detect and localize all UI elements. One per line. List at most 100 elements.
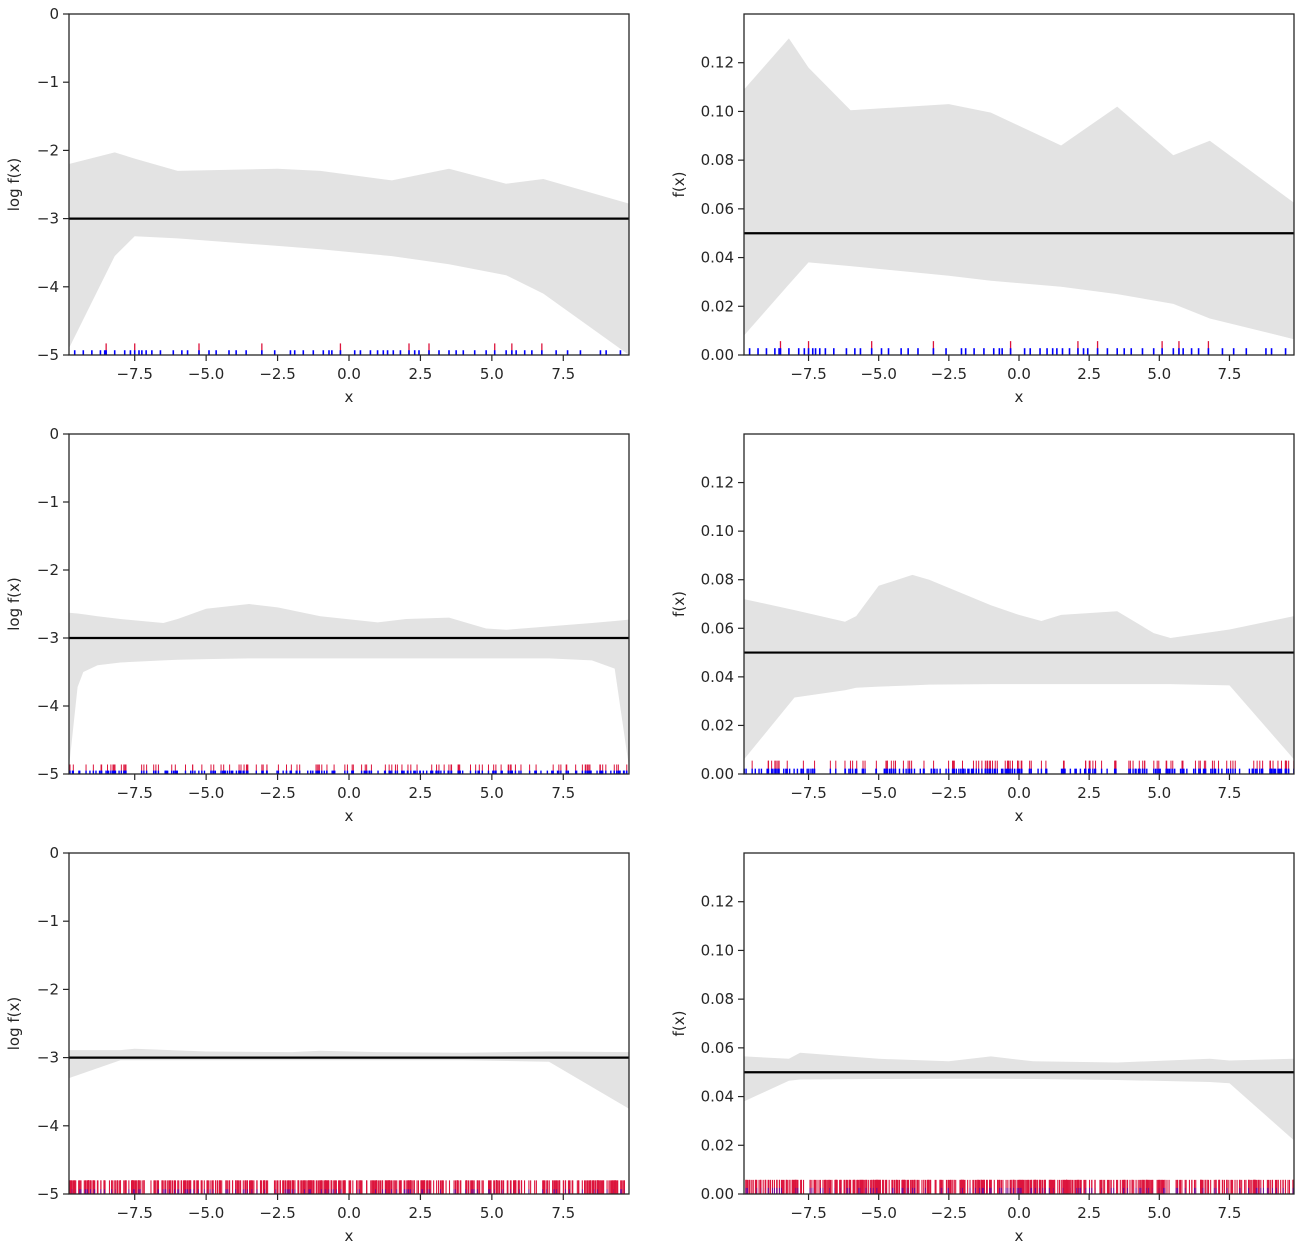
y-tick-label: 0.06	[701, 1039, 734, 1057]
y-tick-label: 0.06	[701, 619, 734, 637]
x-axis-label: x	[345, 388, 354, 406]
y-tick-label: 0.02	[701, 1136, 734, 1154]
chart-panel-row3-left: −7.5 −5.0 −2.5 0.0 2.5 5.0 7.5 0 −1 −2 −3 −4 −5 x log …	[5, 844, 630, 1243]
x-tick-label: 2.5	[1077, 784, 1101, 802]
x-tick-label: 5.0	[480, 365, 504, 383]
y-axis-label: log f(x)	[5, 997, 23, 1051]
axes-frame	[743, 852, 1295, 1195]
x-tick-label: −5.0	[188, 365, 224, 383]
y-axis-label: log f(x)	[5, 577, 23, 631]
x-tick-label: 7.5	[551, 784, 575, 802]
x-tick-label: −7.5	[116, 1204, 152, 1222]
x-tick-label: −2.5	[259, 365, 295, 383]
y-tick-label: −3	[37, 210, 59, 228]
x-tick-label: 5.0	[1147, 1204, 1171, 1222]
x-tick-label: 5.0	[1147, 784, 1171, 802]
rug-marks	[745, 1179, 1294, 1194]
y-tick-label: −5	[37, 765, 59, 783]
confidence-band	[744, 574, 1294, 760]
y-axis-label: f(x)	[670, 172, 688, 198]
x-axis-label: x	[345, 1227, 354, 1243]
x-tick-label: −2.5	[259, 1204, 295, 1222]
x-tick-label: 5.0	[1147, 365, 1171, 383]
x-tick-label: 7.5	[1218, 1204, 1242, 1222]
x-axis-label: x	[1015, 1227, 1024, 1243]
confidence-band	[744, 1052, 1294, 1141]
x-tick-label: 7.5	[1218, 784, 1242, 802]
x-axis-label: x	[1015, 807, 1024, 825]
y-tick-label: −5	[37, 1185, 59, 1203]
y-tick-label: 0.08	[701, 990, 734, 1008]
y-tick-label: 0.12	[701, 54, 734, 72]
confidence-band	[744, 38, 1294, 340]
x-tick-label: 0.0	[337, 784, 361, 802]
y-tick-label: −5	[37, 346, 59, 364]
x-tick-label: −5.0	[188, 784, 224, 802]
confidence-band	[69, 604, 629, 768]
axes-frame	[68, 852, 630, 1195]
y-tick-label: −1	[37, 493, 59, 511]
y-tick-label: −3	[37, 629, 59, 647]
y-tick-label: −4	[37, 278, 59, 296]
y-tick-label: 0	[49, 844, 59, 862]
y-tick-label: −1	[37, 912, 59, 930]
y-tick-label: 0.00	[701, 346, 734, 364]
y-tick-label: −2	[37, 980, 59, 998]
x-tick-label: 5.0	[480, 1204, 504, 1222]
x-tick-label: −7.5	[116, 784, 152, 802]
x-tick-label: −7.5	[790, 365, 826, 383]
chart-panel-row2-right: −7.5 −5.0 −2.5 0.0 2.5 5.0 7.5 0.00 0.02 0.04 0.06…	[670, 433, 1295, 825]
chart-panel-row2-left: −7.5 −5.0 −2.5 0.0 2.5 5.0 7.5 0 −1 −2 −3 −4 −5 x log …	[5, 425, 630, 825]
x-tick-label: 0.0	[337, 1204, 361, 1222]
y-tick-label: 0.10	[701, 522, 734, 540]
y-tick-label: 0	[49, 425, 59, 443]
y-tick-label: 0.10	[701, 941, 734, 959]
y-tick-label: −4	[37, 1117, 59, 1135]
y-tick-label: 0.04	[701, 668, 734, 686]
y-axis-label: f(x)	[670, 1011, 688, 1037]
x-tick-label: −5.0	[860, 365, 896, 383]
rug-marks	[73, 343, 622, 355]
y-tick-label: −2	[37, 561, 59, 579]
y-tick-label: 0	[49, 5, 59, 23]
y-tick-label: 0.10	[701, 102, 734, 120]
x-tick-label: −2.5	[931, 1204, 967, 1222]
chart-panel-row1-left: −7.5 −5.0 −2.5 0.0 2.5 5.0 7.5 0 −1 −2 −3 −4 −5 x log …	[5, 5, 630, 406]
y-axis-label: log f(x)	[5, 158, 23, 212]
y-tick-label: 0.02	[701, 716, 734, 734]
y-tick-label: 0.02	[701, 297, 734, 315]
rug-marks	[743, 760, 1295, 774]
x-tick-label: 7.5	[1218, 365, 1242, 383]
x-axis-label: x	[1015, 388, 1024, 406]
rug-marks	[68, 764, 628, 774]
x-axis-label: x	[345, 807, 354, 825]
y-tick-label: −2	[37, 141, 59, 159]
y-axis-label: f(x)	[670, 591, 688, 617]
y-tick-label: 0.08	[701, 571, 734, 589]
chart-panel-row1-right: −7.5 −5.0 −2.5 0.0 2.5 5.0 7.5 0.00 0.02 0.04 0.06…	[670, 13, 1295, 406]
confidence-band	[69, 1048, 629, 1109]
x-tick-label: −2.5	[931, 784, 967, 802]
x-tick-label: 2.5	[408, 1204, 432, 1222]
y-tick-label: 0.08	[701, 151, 734, 169]
rug-marks	[69, 1180, 626, 1194]
x-tick-label: 2.5	[1077, 365, 1101, 383]
x-tick-label: −2.5	[931, 365, 967, 383]
y-tick-label: 0.04	[701, 249, 734, 267]
x-tick-label: 2.5	[1077, 1204, 1101, 1222]
x-tick-label: 0.0	[1007, 365, 1031, 383]
y-tick-label: 0.12	[701, 474, 734, 492]
y-tick-label: 0.12	[701, 893, 734, 911]
y-tick-label: 0.00	[701, 765, 734, 783]
x-tick-label: 7.5	[551, 1204, 575, 1222]
x-tick-label: −7.5	[790, 1204, 826, 1222]
x-tick-label: 7.5	[551, 365, 575, 383]
y-tick-label: −3	[37, 1049, 59, 1067]
x-tick-label: −5.0	[188, 1204, 224, 1222]
chart-panel-row3-right: −7.5 −5.0 −2.5 0.0 2.5 5.0 7.5 0.00 0.02 0.04 0.06…	[670, 852, 1295, 1243]
axes-frame	[68, 433, 630, 775]
rug-marks	[748, 341, 1287, 355]
x-tick-label: 2.5	[408, 784, 432, 802]
x-tick-label: −7.5	[790, 784, 826, 802]
